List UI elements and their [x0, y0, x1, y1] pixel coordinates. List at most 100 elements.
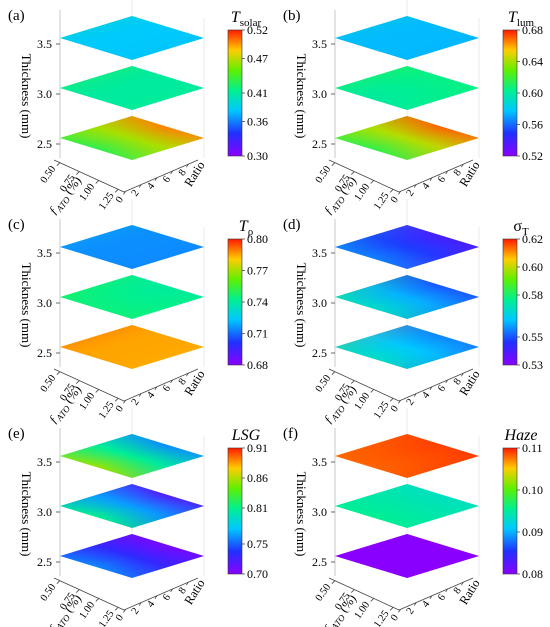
colorbar-tick-label: 0.36 — [247, 115, 268, 129]
x-tick-mark — [331, 371, 336, 375]
x-tick-mark — [370, 598, 375, 602]
y-tick-label: 2 — [405, 606, 417, 617]
x-tick-mark — [56, 371, 61, 375]
colorbar-tick-label: 0.53 — [522, 358, 543, 372]
colorbar-tick-label: 0.75 — [247, 537, 268, 551]
y-tick-mark — [445, 170, 448, 175]
z-tick-label: 3.0 — [312, 505, 327, 519]
y-tick-mark — [413, 393, 417, 397]
y-tick-label: 0 — [114, 613, 126, 624]
y-axis-line — [123, 368, 199, 402]
y-tick-mark — [123, 191, 126, 195]
y-tick-label: 2 — [130, 397, 142, 408]
y-axis-label: Ratio — [456, 577, 482, 607]
y-tick-label: 2 — [130, 188, 142, 199]
surface-layer-shade — [60, 434, 204, 478]
colorbar — [502, 29, 518, 157]
x-tick-label: 0.50 — [314, 164, 334, 185]
colorbar-tick-label: 0.55 — [522, 330, 543, 344]
panel-label: (f) — [283, 426, 298, 442]
y-tick-mark — [429, 595, 433, 599]
z-axis-label: Thickness (mm) — [294, 263, 309, 348]
z-tick-label: 2.5 — [37, 346, 52, 360]
y-tick-mark — [154, 595, 158, 599]
y-axis-line — [123, 159, 199, 193]
x-tick-label: 0.50 — [314, 373, 334, 394]
x-tick-label: 1.25 — [97, 191, 117, 212]
surface-layer-shade — [335, 534, 479, 578]
x-axis-line — [328, 368, 400, 402]
surface-layer-shade — [335, 116, 479, 160]
y-tick-label: 6 — [436, 592, 448, 603]
colorbar-tick-label: 0.74 — [247, 295, 268, 309]
colorbar-title: Tlum — [508, 9, 534, 29]
surface-layer-shade — [60, 325, 204, 369]
y-tick-label: 8 — [177, 586, 189, 597]
surface-layer-shade — [335, 434, 479, 478]
colorbar-tick-label: 0.60 — [522, 260, 543, 274]
surface-layer-shade — [335, 484, 479, 528]
y-tick-label: 8 — [452, 586, 464, 597]
x-tick-mark — [95, 389, 100, 393]
y-tick-mark — [186, 163, 189, 168]
x-tick-mark — [114, 189, 119, 193]
z-tick-label: 3.0 — [37, 296, 52, 310]
y-tick-label: 2 — [130, 606, 142, 617]
x-axis-line — [53, 577, 125, 611]
surface-layer-shade — [335, 225, 479, 269]
y-axis-label: Ratio — [456, 159, 482, 189]
x-tick-mark — [56, 580, 61, 584]
y-tick-mark — [154, 177, 158, 181]
y-tick-label: 6 — [161, 174, 173, 185]
x-tick-label: 0.50 — [39, 373, 59, 394]
colorbar-title: Tρ — [239, 218, 254, 238]
x-tick-mark — [331, 162, 336, 166]
x-tick-label: 1.25 — [97, 400, 117, 421]
z-tick-label: 3.0 — [312, 87, 327, 101]
y-tick-label: 0 — [114, 404, 126, 415]
colorbar-tick-label: 0.56 — [522, 118, 543, 132]
y-tick-label: 8 — [452, 377, 464, 388]
colorbar-tick-label: 0.71 — [247, 327, 268, 341]
y-tick-mark — [429, 386, 433, 390]
colorbar-tick-label: 0.86 — [247, 471, 268, 485]
colorbar-tick-label: 0.91 — [247, 441, 268, 455]
y-tick-label: 6 — [161, 383, 173, 394]
y-tick-mark — [170, 379, 173, 384]
y-tick-label: 0 — [389, 404, 401, 415]
y-tick-label: 4 — [420, 390, 432, 401]
y-axis-label: Ratio — [181, 159, 207, 189]
y-tick-label: 4 — [145, 181, 157, 192]
x-tick-mark — [370, 389, 375, 393]
colorbar-tick-label: 0.64 — [522, 55, 543, 69]
y-tick-label: 6 — [161, 592, 173, 603]
colorbar-tick-label: 0.11 — [522, 441, 543, 455]
y-tick-mark — [445, 379, 448, 384]
z-tick-label: 3.5 — [312, 246, 327, 260]
x-tick-mark — [350, 380, 355, 384]
colorbar-tick-label: 0.52 — [522, 149, 543, 163]
colorbar-tick-label: 0.10 — [522, 483, 543, 497]
y-tick-label: 2 — [405, 188, 417, 199]
x-tick-mark — [350, 171, 355, 175]
y-axis-line — [398, 368, 474, 402]
y-axis-label: Ratio — [181, 368, 207, 398]
y-tick-mark — [398, 400, 401, 404]
x-tick-label: 0.50 — [314, 582, 334, 603]
colorbar-tick-label: 0.62 — [522, 232, 543, 246]
surface-layer-shade — [335, 325, 479, 369]
x-tick-label: 1.25 — [372, 191, 392, 212]
z-tick-label: 3.5 — [312, 37, 327, 51]
y-tick-label: 4 — [145, 390, 157, 401]
surface-layer-shade — [335, 16, 479, 60]
x-tick-mark — [95, 180, 100, 184]
y-axis-line — [398, 577, 474, 611]
z-tick-label: 2.5 — [312, 137, 327, 151]
y-tick-mark — [461, 372, 464, 377]
x-tick-label: 0.50 — [39, 582, 59, 603]
y-tick-label: 4 — [145, 599, 157, 610]
